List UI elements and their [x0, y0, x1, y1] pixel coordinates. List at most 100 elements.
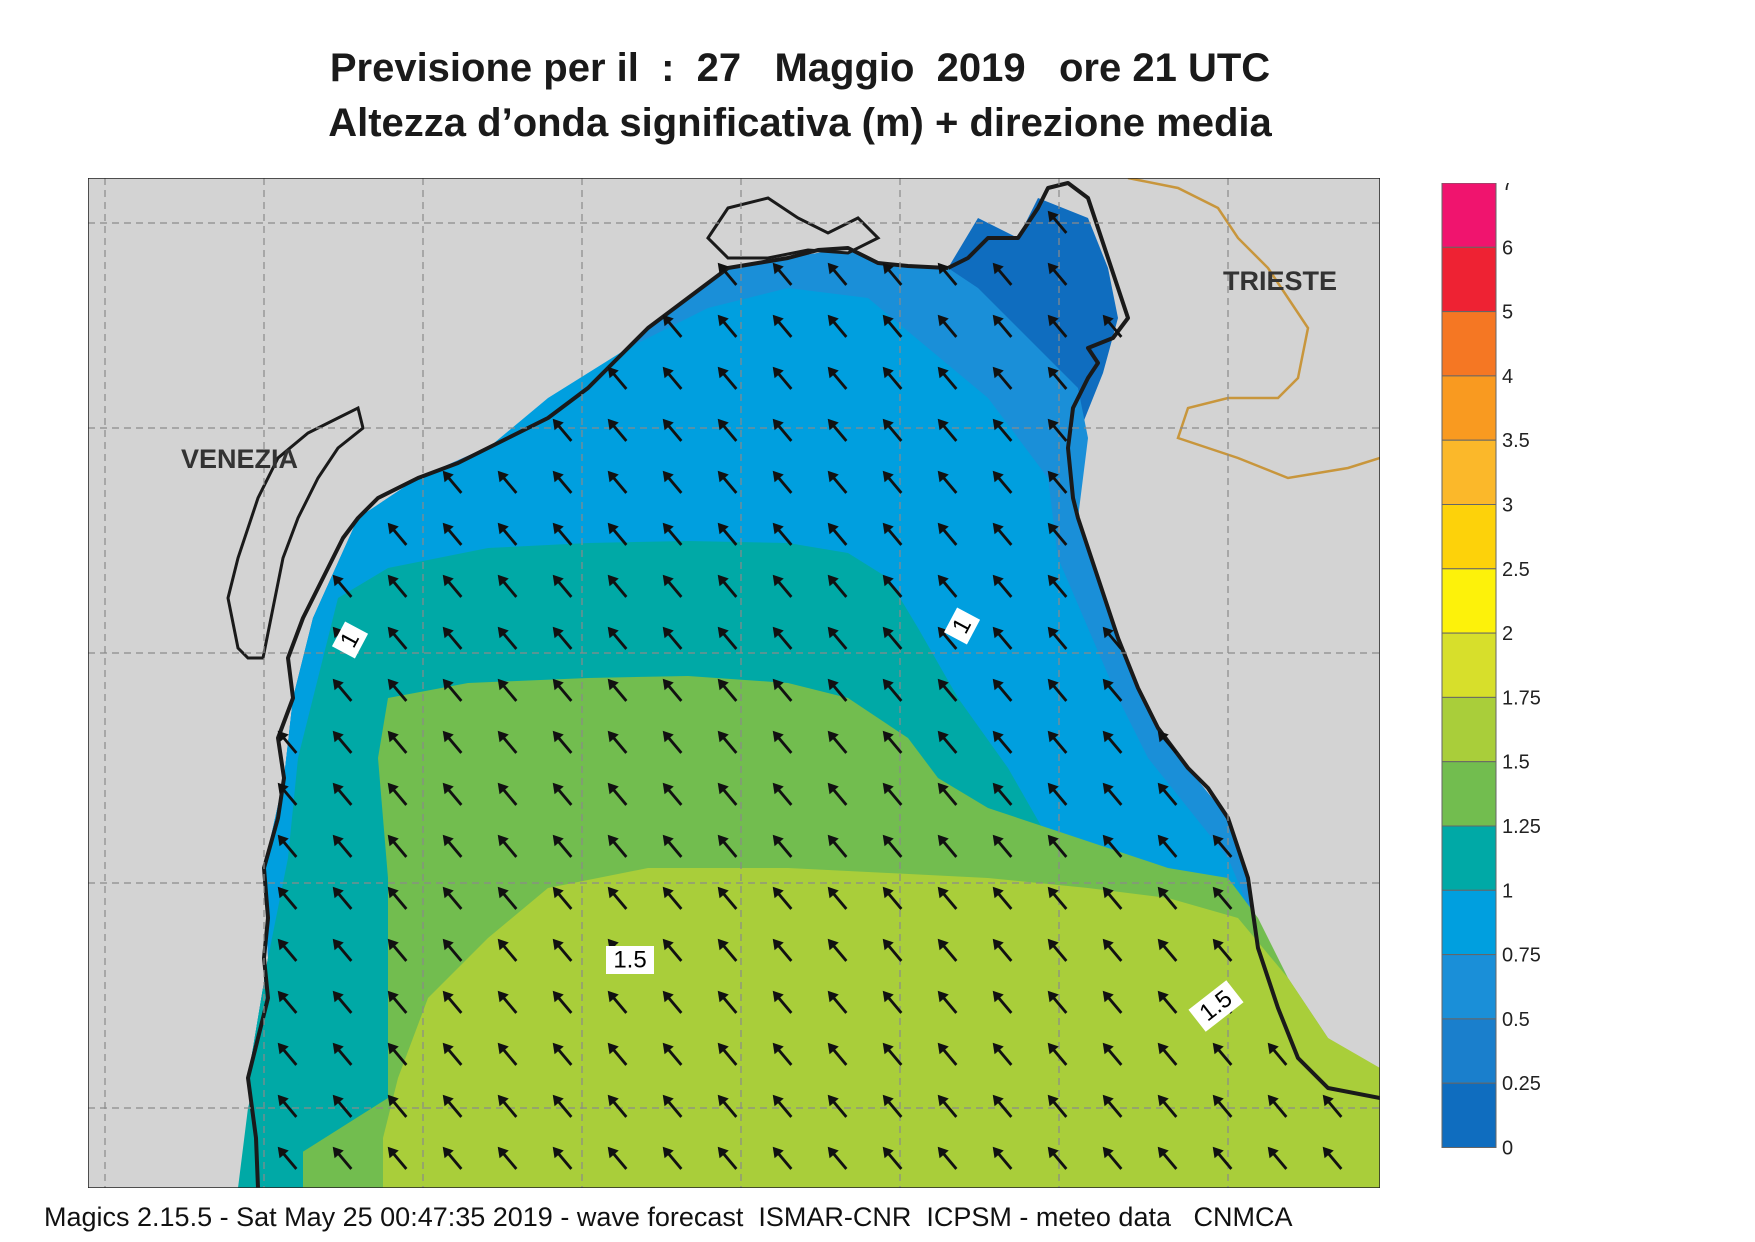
- colorbar-ticks: 7 6 5 4 3.5 3 2.5 2 1.75 1.5 1.25 1 0.75 0.5 0.25 0: [1502, 183, 1541, 1160]
- wave-arrow: [992, 678, 1013, 702]
- wave-arrow: [1047, 730, 1068, 754]
- wave-arrow: [882, 782, 903, 806]
- wave-arrow: [497, 886, 518, 910]
- wave-arrow: [387, 938, 408, 962]
- wave-arrow: [992, 574, 1013, 598]
- band-1.5: [383, 868, 1380, 1188]
- band-1-coastal: [238, 1018, 303, 1188]
- wave-arrow: [607, 834, 628, 858]
- colorbar-box: [1441, 954, 1497, 1020]
- wave-arrow: [277, 1146, 298, 1170]
- wave-arrow: [827, 314, 848, 338]
- wave-arrow: [1102, 626, 1123, 650]
- wave-arrow: [442, 1146, 463, 1170]
- wave-arrow: [882, 990, 903, 1014]
- wave-arrow: [772, 938, 793, 962]
- wave-arrow: [937, 834, 958, 858]
- wave-arrow: [827, 834, 848, 858]
- wave-arrow: [882, 1146, 903, 1170]
- colorbar-tick-label: 1.75: [1502, 687, 1541, 709]
- colorbar-tick-label: 0.75: [1502, 945, 1541, 967]
- wave-arrow: [882, 626, 903, 650]
- wave-arrow: [277, 1094, 298, 1118]
- wave-arrow: [662, 522, 683, 546]
- colorbar-tick-label: 0.25: [1502, 1073, 1541, 1095]
- wave-arrow: [662, 886, 683, 910]
- wave-arrow: [662, 470, 683, 494]
- wave-arrow: [937, 262, 958, 286]
- wave-arrow: [497, 834, 518, 858]
- city-label-venezia: VENEZIA: [181, 444, 298, 474]
- wave-arrow: [772, 626, 793, 650]
- wave-arrow: [882, 418, 903, 442]
- wave-arrow: [882, 314, 903, 338]
- wave-arrow: [607, 1094, 628, 1118]
- wave-arrow: [937, 938, 958, 962]
- wave-arrow: [387, 1042, 408, 1066]
- wave-arrow: [442, 626, 463, 650]
- wave-arrow: [1102, 834, 1123, 858]
- wave-arrow: [497, 470, 518, 494]
- wave-arrow: [497, 1094, 518, 1118]
- wave-arrow: [1157, 938, 1178, 962]
- wave-arrow: [662, 678, 683, 702]
- wave-height-map: 1 1 1.5 1.5 VENEZIA TRIESTE: [88, 178, 1380, 1188]
- wave-arrow: [1157, 886, 1178, 910]
- wave-arrow: [1322, 1146, 1343, 1170]
- wave-arrow: [497, 990, 518, 1014]
- wave-arrow: [277, 730, 298, 754]
- wave-arrow: [772, 1146, 793, 1170]
- wave-arrow: [882, 574, 903, 598]
- wave-arrow: [1212, 886, 1233, 910]
- wave-arrow: [772, 1094, 793, 1118]
- wave-arrow: [1267, 1042, 1288, 1066]
- colorbar-boxes: [1441, 183, 1497, 1149]
- wave-arrow: [277, 990, 298, 1014]
- wave-arrow: [497, 522, 518, 546]
- colorbar-tick-label: 7: [1502, 183, 1513, 195]
- wave-arrow: [882, 938, 903, 962]
- wave-arrow: [442, 990, 463, 1014]
- wave-arrow: [827, 990, 848, 1014]
- wave-arrow: [882, 366, 903, 390]
- wave-arrow: [1212, 1042, 1233, 1066]
- wave-arrow: [1267, 1094, 1288, 1118]
- wave-arrow: [772, 990, 793, 1014]
- wave-arrow: [937, 314, 958, 338]
- wave-arrow: [992, 366, 1013, 390]
- wave-arrow: [1157, 834, 1178, 858]
- wave-arrow: [1047, 366, 1068, 390]
- wave-arrow: [387, 1146, 408, 1170]
- wave-arrow: [1157, 990, 1178, 1014]
- wave-arrow: [827, 470, 848, 494]
- map-title-line1: Previsione per il : 27 Maggio 2019 ore 2…: [329, 46, 1271, 90]
- wave-arrow: [772, 678, 793, 702]
- wave-arrow: [552, 626, 573, 650]
- wave-arrow: [497, 574, 518, 598]
- wave-arrow: [937, 470, 958, 494]
- wave-arrow: [552, 574, 573, 598]
- wave-arrow: [387, 678, 408, 702]
- city-label-trieste: TRIESTE: [1223, 266, 1337, 296]
- wave-arrow: [717, 314, 738, 338]
- wave-arrow: [1102, 1146, 1123, 1170]
- wave-arrow: [1102, 782, 1123, 806]
- wave-arrow: [552, 1042, 573, 1066]
- wave-arrow: [497, 782, 518, 806]
- colorbar-box: [1441, 825, 1497, 891]
- wave-arrow: [332, 730, 353, 754]
- wave-arrow: [992, 1094, 1013, 1118]
- wave-arrow: [1047, 938, 1068, 962]
- wave-arrow: [1047, 1094, 1068, 1118]
- wave-arrow: [552, 1094, 573, 1118]
- wave-arrow: [1047, 782, 1068, 806]
- wave-arrow: [937, 574, 958, 598]
- wave-arrow: [607, 1146, 628, 1170]
- wave-arrow: [1047, 834, 1068, 858]
- wave-arrow: [992, 938, 1013, 962]
- wave-arrow: [1212, 1146, 1233, 1170]
- colorbar-tick-label: 0: [1502, 1138, 1513, 1160]
- wave-arrow: [1102, 938, 1123, 962]
- wave-arrow: [387, 626, 408, 650]
- wave-arrow: [717, 1094, 738, 1118]
